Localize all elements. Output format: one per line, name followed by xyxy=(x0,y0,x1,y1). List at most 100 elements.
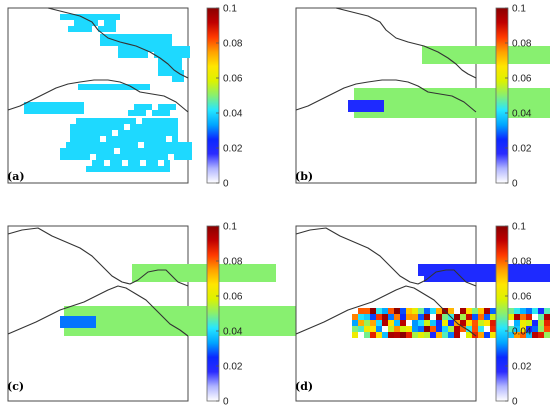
heatmap-cell xyxy=(436,320,442,326)
heatmap-cell xyxy=(526,320,532,326)
heatmap-cell xyxy=(376,326,382,332)
heatmap-cell xyxy=(384,100,390,106)
heatmap-cell xyxy=(486,88,492,94)
heatmap-cell xyxy=(80,26,86,32)
heatmap-cell xyxy=(424,270,430,276)
heatmap-cell xyxy=(64,306,70,312)
heatmap-cell xyxy=(490,270,496,276)
heatmap-cell xyxy=(418,332,424,338)
heatmap-cell xyxy=(536,58,542,64)
heatmap-cell xyxy=(104,26,110,32)
heatmap-cell xyxy=(382,314,388,320)
heatmap-cell xyxy=(142,46,148,52)
heatmap-cell xyxy=(146,166,152,172)
heatmap-cell xyxy=(396,112,402,118)
heatmap-cell xyxy=(60,148,66,154)
heatmap-cell xyxy=(196,330,202,336)
heatmap-cell xyxy=(430,276,436,282)
heatmap-cell xyxy=(422,58,428,64)
heatmap-cell xyxy=(132,148,138,154)
heatmap-cell xyxy=(118,136,124,142)
heatmap-cell xyxy=(124,118,130,124)
heatmap-cell xyxy=(136,124,142,130)
heatmap-cell xyxy=(522,112,528,118)
heatmap-cell xyxy=(520,326,526,332)
heatmap-cell xyxy=(486,100,492,106)
heatmap-cell xyxy=(192,276,198,282)
heatmap-cell xyxy=(80,20,86,26)
heatmap-cell xyxy=(480,88,486,94)
heatmap-cell xyxy=(360,100,366,106)
heatmap-cell xyxy=(154,34,160,40)
heatmap-cell xyxy=(100,34,106,40)
heatmap-cell xyxy=(198,264,204,270)
heatmap-cell xyxy=(246,264,252,270)
heatmap-cell xyxy=(102,142,108,148)
heatmap-cell xyxy=(180,264,186,270)
heatmap-cell xyxy=(384,94,390,100)
heatmap-cell xyxy=(414,100,420,106)
heatmap-cell xyxy=(548,46,550,52)
colorbar-tick-label: 0.08 xyxy=(512,257,532,268)
colorbar-d: 0 0.02 0.04 0.06 0.08 0.1 xyxy=(495,222,532,405)
heatmap-cell xyxy=(542,46,548,52)
heatmap-cell xyxy=(104,166,110,172)
heatmap-cell xyxy=(222,264,228,270)
heatmap-cell xyxy=(88,312,94,318)
heatmap-cell xyxy=(520,270,526,276)
heatmap-cell xyxy=(100,330,106,336)
heatmap-cell xyxy=(352,320,358,326)
heatmap-cell xyxy=(382,332,388,338)
heatmap-cell xyxy=(160,318,166,324)
heatmap-cell xyxy=(106,306,112,312)
heatmap-cell xyxy=(160,34,166,40)
heatmap-cell xyxy=(468,88,474,94)
colorbar-tick-label: 0.1 xyxy=(223,4,237,15)
heatmap-cell xyxy=(164,160,170,166)
heatmap-cell xyxy=(112,330,118,336)
heatmap-cell xyxy=(548,58,550,64)
heatmap-cell xyxy=(526,264,532,270)
heatmap-cell xyxy=(244,318,250,324)
heatmap-cell xyxy=(456,106,462,112)
heatmap-cell xyxy=(436,308,442,314)
heatmap-cell xyxy=(112,118,118,124)
heatmap-cell xyxy=(130,330,136,336)
heatmap-cell xyxy=(74,26,80,32)
heatmap-cell xyxy=(524,52,530,58)
heatmap-cell xyxy=(516,106,522,112)
heatmap-cell xyxy=(454,276,460,282)
heatmap-cell xyxy=(412,320,418,326)
heatmap-cell xyxy=(84,154,90,160)
heatmap-cell xyxy=(72,14,78,20)
heatmap-cell xyxy=(372,106,378,112)
heatmap-cell xyxy=(60,154,66,160)
heatmap-cell xyxy=(90,142,96,148)
heatmap-cell xyxy=(228,270,234,276)
heatmap-cell xyxy=(154,330,160,336)
heatmap-cell xyxy=(484,270,490,276)
heatmap-cell xyxy=(142,40,148,46)
heatmap-cell xyxy=(134,104,140,110)
heatmap-cell xyxy=(420,94,426,100)
heatmap-cell xyxy=(142,52,148,58)
heatmap-cell xyxy=(72,322,78,328)
heatmap-cell xyxy=(70,136,76,142)
heatmap-cell xyxy=(134,110,140,116)
colorbar-tick-label: 0.02 xyxy=(223,362,243,373)
heatmap-cell xyxy=(82,306,88,312)
heatmap-cell xyxy=(156,154,162,160)
heatmap-cell xyxy=(538,332,544,338)
heatmap-cell xyxy=(292,306,298,312)
heatmap-cell xyxy=(128,160,134,166)
heatmap-cell xyxy=(488,58,494,64)
heatmap-cell xyxy=(394,326,400,332)
heatmap-cell xyxy=(516,100,522,106)
heatmap-cell xyxy=(130,118,136,124)
heatmap-cell xyxy=(30,108,36,114)
colorbar-gradient xyxy=(206,225,220,402)
heatmap-cell xyxy=(166,124,172,130)
colorbar-tick-label: 0 xyxy=(512,397,518,405)
heatmap-cell xyxy=(348,100,354,106)
heatmap-cell xyxy=(364,314,370,320)
